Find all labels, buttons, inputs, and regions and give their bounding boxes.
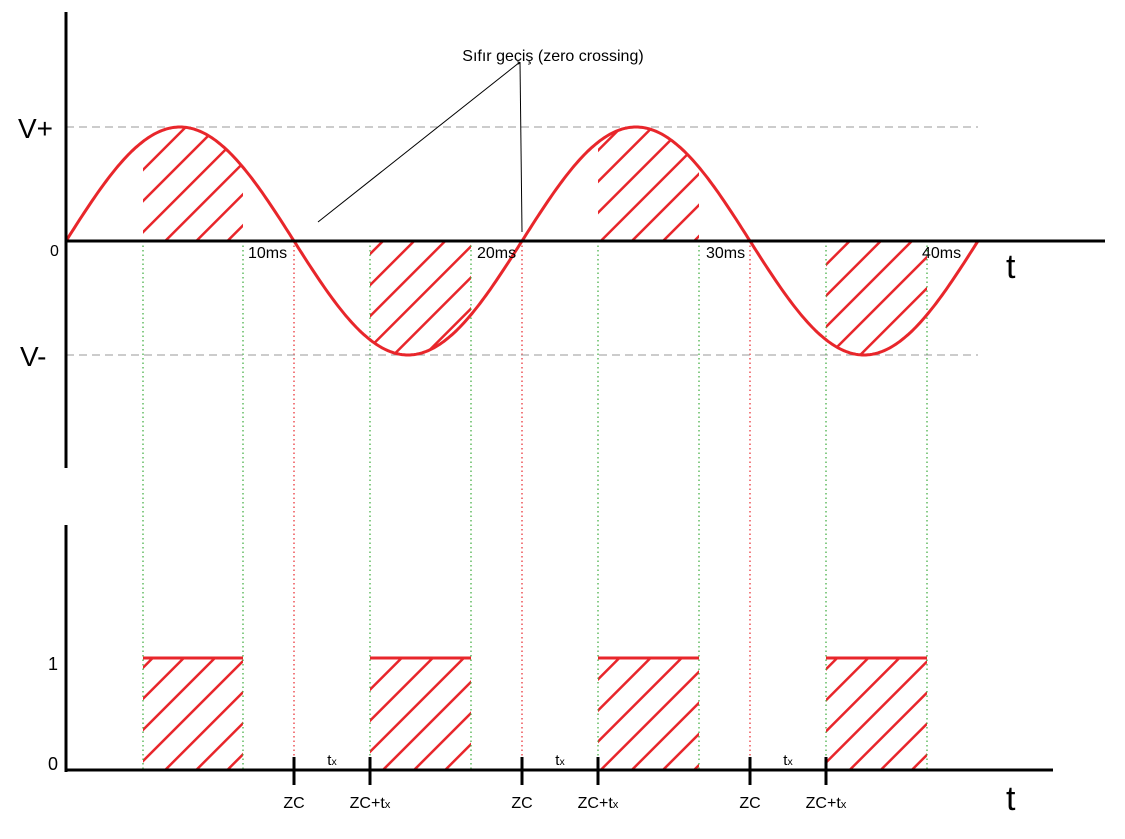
interval-label-sub: x <box>787 756 793 768</box>
marker-label-sub: x <box>613 799 619 811</box>
marker-label-main: ZC <box>739 795 760 812</box>
marker-label: ZC+tx <box>350 795 391 812</box>
hatched-area <box>826 241 927 355</box>
interval-label-sub: x <box>331 756 337 768</box>
marker-label-sub: x <box>385 799 391 811</box>
marker-label-main: ZC+t <box>350 795 386 812</box>
time-label: 30ms <box>706 245 745 262</box>
interval-label-main: t <box>555 752 560 769</box>
marker-label: ZC <box>739 795 760 812</box>
interval-label: tx <box>555 752 565 769</box>
marker-label-main: ZC+t <box>578 795 614 812</box>
y-label: 1 <box>48 654 58 674</box>
pulse-hatch <box>370 658 471 770</box>
axis-label: t <box>1006 780 1016 818</box>
y-label: 0 <box>50 243 59 260</box>
hatched-area <box>143 127 243 241</box>
interval-label-sub: x <box>559 756 565 768</box>
marker-label-main: ZC <box>511 795 532 812</box>
marker-label: ZC <box>283 795 304 812</box>
marker-label-main: ZC <box>283 795 304 812</box>
time-label: 10ms <box>248 245 287 262</box>
interval-label-main: t <box>783 752 788 769</box>
interval-label-main: t <box>327 752 332 769</box>
y-label: 0 <box>48 754 58 774</box>
pulse-hatch <box>826 658 927 770</box>
marker-label: ZC <box>511 795 532 812</box>
y-label: V- <box>20 341 46 372</box>
pulse-hatch <box>143 658 243 770</box>
time-label: 20ms <box>477 245 516 262</box>
hatched-area <box>598 127 699 241</box>
pulse-hatch <box>598 658 699 770</box>
interval-label: tx <box>327 752 337 769</box>
marker-label: ZC+tx <box>578 795 619 812</box>
marker-label-sub: x <box>841 799 847 811</box>
pointer <box>317 61 521 223</box>
time-label: 40ms <box>922 245 961 262</box>
pointer <box>519 61 523 233</box>
interval-label: tx <box>783 752 793 769</box>
marker-label-main: ZC+t <box>806 795 842 812</box>
hatched-area <box>370 241 471 355</box>
y-label: V+ <box>18 113 53 144</box>
marker-label: ZC+tx <box>806 795 847 812</box>
axis-label: t <box>1006 248 1016 286</box>
annotation: Sıfır geçiş (zero crossing) <box>462 48 643 65</box>
